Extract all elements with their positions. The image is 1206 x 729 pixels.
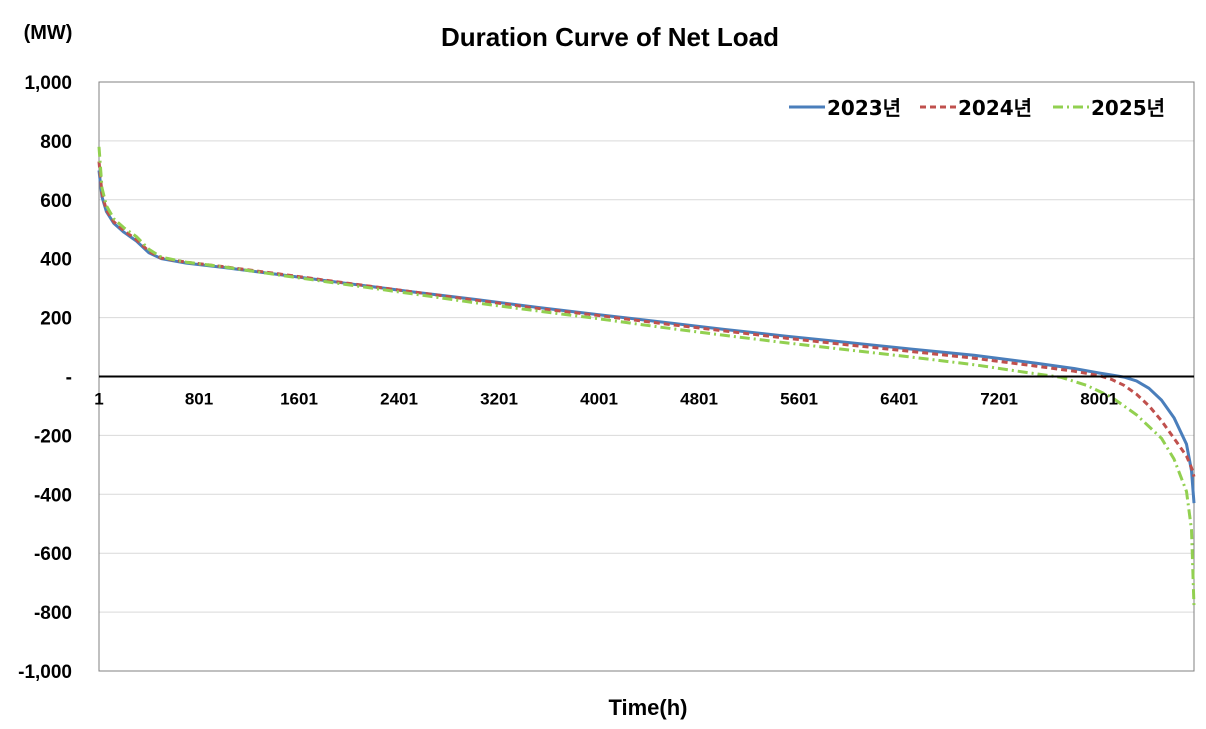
legend: 2023년 2024년 2025년: [789, 96, 1165, 120]
y-unit-label: (MW): [24, 22, 73, 44]
x-axis-title: Time(h): [608, 695, 687, 720]
y-tick-label: -1,000: [18, 662, 72, 683]
x-tick-label: 3201: [480, 390, 518, 409]
legend-label: 2024년: [958, 96, 1032, 120]
chart-title: Duration Curve of Net Load: [441, 22, 779, 52]
gridlines: [99, 140, 1194, 613]
y-tick-label: -800: [34, 603, 72, 624]
y-tick-label: 400: [40, 250, 72, 271]
x-tick-label: 6401: [880, 390, 918, 409]
x-tick-label: 4801: [680, 390, 718, 409]
series-line-2025: [97, 146, 1196, 607]
y-tick-label: -: [66, 368, 72, 389]
y-tick-label: -400: [34, 485, 72, 506]
x-tick-label: 4001: [580, 390, 618, 409]
y-tick-label: -600: [34, 544, 72, 565]
x-tick-label: 2401: [380, 390, 418, 409]
legend-label: 2023년: [827, 96, 901, 120]
series-lines: [97, 146, 1196, 607]
x-tick-label: 1601: [280, 390, 318, 409]
x-tick-label: 8001: [1080, 390, 1118, 409]
y-tick-label: 1,000: [24, 73, 72, 94]
x-tick-label: 1: [94, 390, 103, 409]
series-line-2024: [97, 161, 1196, 478]
y-tick-label: 800: [40, 132, 72, 153]
y-tick-label: -200: [34, 426, 72, 447]
x-tick-label: 7201: [980, 390, 1018, 409]
y-axis-ticks: 1,000 800 600 400 200 - -200 -400 -600 -800 -1,000: [18, 73, 72, 683]
x-tick-label: 801: [185, 390, 213, 409]
y-tick-label: 600: [40, 191, 72, 212]
y-tick-label: 200: [40, 309, 72, 330]
x-axis-ticks: 1 801 1601 2401 3201 4001 4801 5601 6401 7201 8001: [94, 390, 1118, 409]
x-tick-label: 5601: [780, 390, 818, 409]
legend-label: 2025년: [1091, 96, 1165, 120]
